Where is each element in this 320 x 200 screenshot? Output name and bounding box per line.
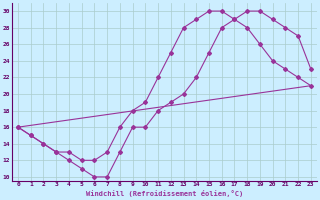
X-axis label: Windchill (Refroidissement éolien,°C): Windchill (Refroidissement éolien,°C) — [86, 190, 243, 197]
